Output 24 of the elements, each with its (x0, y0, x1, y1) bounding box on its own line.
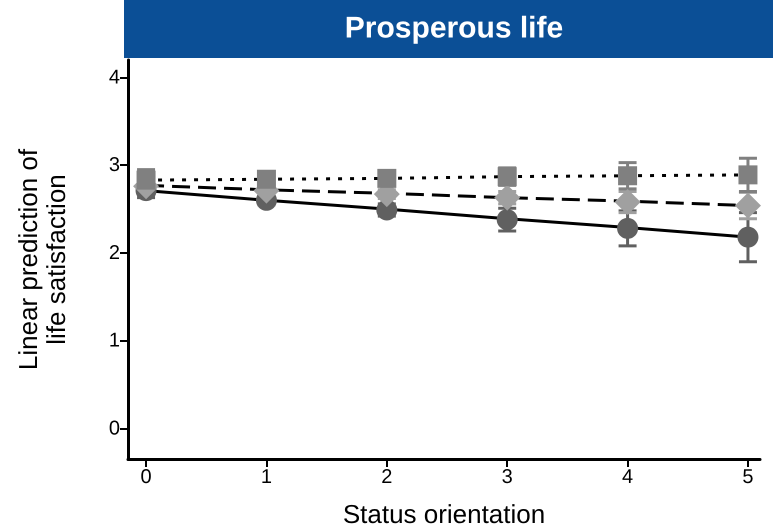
x-tick-label: 4 (622, 466, 634, 488)
x-tick-label: 0 (140, 466, 152, 488)
x-axis-title: Status orientation (342, 499, 546, 529)
y-tick-label: 1 (108, 330, 120, 352)
point (738, 165, 758, 184)
y-tick-label: 2 (108, 242, 120, 264)
point (136, 170, 156, 190)
point (617, 218, 638, 239)
point (734, 192, 761, 219)
point (494, 184, 520, 211)
y-tick-label: 3 (108, 154, 120, 176)
x-tick-label: 5 (742, 466, 754, 488)
x-tick-label: 2 (381, 466, 392, 488)
point (737, 226, 758, 248)
point (618, 166, 638, 186)
y-tick-label: 4 (108, 66, 120, 89)
y-tick-label: 0 (108, 417, 120, 440)
point (614, 189, 641, 216)
x-tick-label: 3 (502, 466, 513, 488)
y-axis-title: Linear prediction of life satisfaction (13, 148, 71, 370)
chart-title: Prosperous life (344, 12, 564, 44)
point (377, 168, 396, 188)
x-tick-label: 1 (260, 466, 272, 488)
point (256, 170, 276, 189)
